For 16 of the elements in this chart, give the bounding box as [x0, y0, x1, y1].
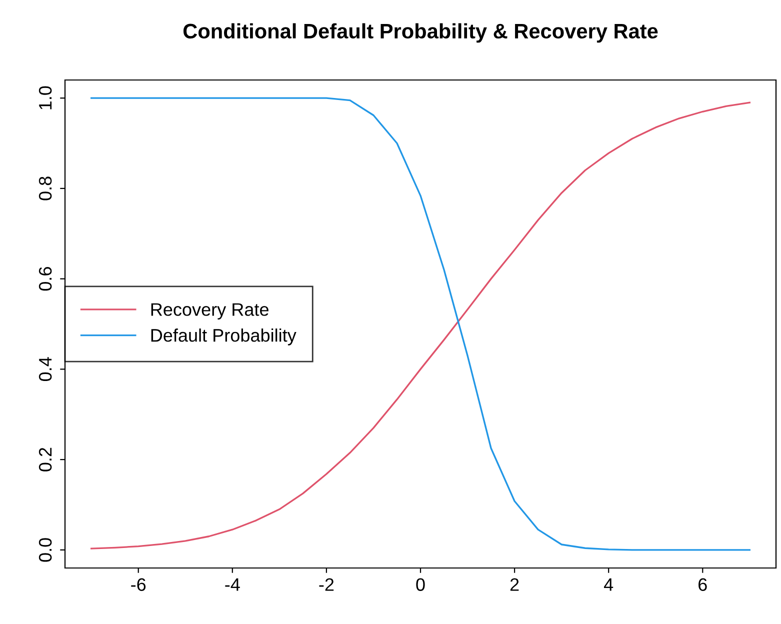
y-tick-label: 0.4	[38, 357, 52, 382]
x-tick-label: 0	[416, 578, 425, 591]
y-tick-label: 1.0	[38, 86, 52, 110]
legend-label: Default Probability	[151, 328, 296, 346]
y-tick-label: 0.8	[38, 176, 52, 200]
x-tick-label: -2	[319, 578, 334, 591]
y-tick-label: 0.0	[38, 538, 52, 562]
x-tick-label: -4	[225, 578, 240, 591]
y-tick-label: 0.2	[38, 448, 52, 472]
x-tick-label: -6	[131, 578, 146, 591]
chart-title: Conditional Default Probability & Recovery Rate	[183, 23, 658, 43]
x-tick-label: 2	[510, 578, 519, 591]
x-tick-label: 6	[698, 578, 707, 591]
legend-label: Recovery Rate	[151, 303, 268, 320]
y-tick-label: 0.6	[38, 267, 52, 291]
x-tick-label: 4	[604, 578, 614, 591]
